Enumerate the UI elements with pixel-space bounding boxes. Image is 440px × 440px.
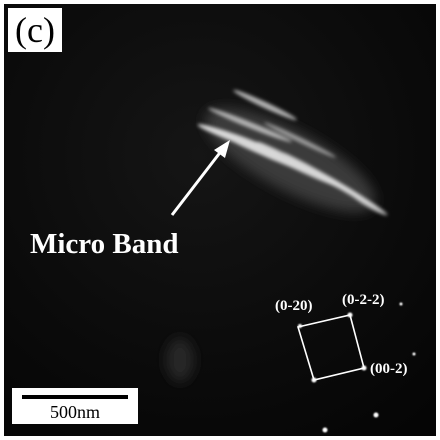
panel-label: (c): [15, 10, 55, 50]
diffraction-label: (00-2): [370, 361, 408, 377]
diffraction-label: (0-2-2): [342, 292, 384, 308]
annotation: Micro Band: [30, 228, 179, 260]
scale-bar-label: 500nm: [50, 402, 100, 422]
diffraction-label: (0-20): [275, 298, 313, 314]
micrograph: (c) Micro Band (0-20) (0-2-2) (00-2) 500…: [0, 0, 440, 440]
scale-bar: [22, 395, 128, 399]
